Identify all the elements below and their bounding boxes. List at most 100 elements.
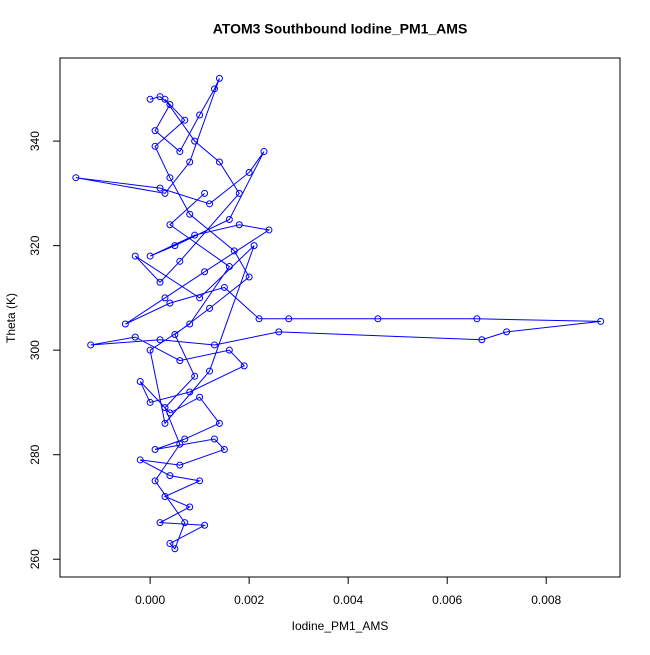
point (156, 278, 164, 286)
point (151, 477, 159, 485)
point (176, 357, 184, 365)
point (161, 294, 169, 302)
plot-box (59, 57, 621, 578)
x-tick-label: 0.000 (135, 593, 165, 607)
point (220, 283, 228, 291)
point (285, 315, 293, 323)
point (220, 445, 228, 453)
y-tick-label: 320 (28, 235, 42, 255)
point (240, 362, 248, 370)
x-tick-label: 0.002 (234, 593, 264, 607)
point (250, 242, 258, 250)
point (131, 333, 139, 341)
point (156, 184, 164, 192)
point (72, 174, 80, 182)
point (121, 320, 129, 328)
point (171, 242, 179, 250)
point (196, 111, 204, 119)
point (210, 341, 218, 349)
point (597, 317, 605, 325)
point (156, 336, 164, 344)
point (176, 148, 184, 156)
point (210, 435, 218, 443)
point (275, 328, 283, 336)
point (166, 299, 174, 307)
point (235, 221, 243, 229)
point (186, 320, 194, 328)
point (191, 231, 199, 239)
point (260, 148, 268, 156)
point (206, 367, 214, 375)
point (151, 142, 159, 150)
x-axis-label: Iodine_PM1_AMS (292, 619, 389, 633)
point (146, 398, 154, 406)
point (225, 263, 233, 271)
point (186, 388, 194, 396)
point (181, 519, 189, 527)
point (161, 404, 169, 412)
point (146, 95, 154, 103)
chart-title: ATOM3 Southbound Iodine_PM1_AMS (213, 21, 468, 37)
point (210, 85, 218, 93)
point (206, 200, 214, 208)
point (166, 101, 174, 109)
point (245, 168, 253, 176)
point (191, 137, 199, 145)
point (87, 341, 95, 349)
point (225, 216, 233, 224)
point (215, 74, 223, 82)
line (75, 78, 601, 550)
point (166, 472, 174, 480)
point (176, 440, 184, 448)
point (166, 221, 174, 229)
point (225, 346, 233, 354)
point (181, 435, 189, 443)
point (186, 210, 194, 218)
point (151, 127, 159, 135)
point (161, 189, 169, 197)
point (186, 158, 194, 166)
x-tick-label: 0.006 (432, 593, 462, 607)
point (171, 545, 179, 553)
point (206, 304, 214, 312)
x-tick-label: 0.004 (333, 593, 363, 607)
point (245, 273, 253, 281)
point (255, 315, 263, 323)
point (166, 409, 174, 417)
point (131, 252, 139, 260)
point (136, 378, 144, 386)
point (374, 315, 382, 323)
x-tick-label: 0.008 (531, 593, 561, 607)
point (176, 257, 184, 265)
point (136, 456, 144, 464)
point (215, 158, 223, 166)
point (176, 461, 184, 469)
point (201, 189, 209, 197)
point (201, 521, 209, 529)
point (186, 503, 194, 511)
point (146, 252, 154, 260)
point (215, 419, 223, 427)
point (196, 393, 204, 401)
y-tick-label: 280 (28, 444, 42, 464)
point (478, 336, 486, 344)
point (151, 445, 159, 453)
point (156, 519, 164, 527)
point (146, 346, 154, 354)
point (196, 294, 204, 302)
point (161, 419, 169, 427)
y-tick-label: 300 (28, 340, 42, 360)
point (196, 477, 204, 485)
point (191, 372, 199, 380)
point (166, 540, 174, 548)
point (161, 493, 169, 501)
y-tick-label: 260 (28, 549, 42, 569)
point (166, 174, 174, 182)
point (265, 226, 273, 234)
point (235, 189, 243, 197)
y-axis-label: Theta (K) (4, 293, 18, 343)
y-tick-label: 340 (28, 131, 42, 151)
point (230, 247, 238, 255)
